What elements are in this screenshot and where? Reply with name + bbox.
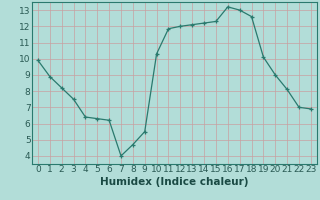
X-axis label: Humidex (Indice chaleur): Humidex (Indice chaleur) [100, 177, 249, 187]
